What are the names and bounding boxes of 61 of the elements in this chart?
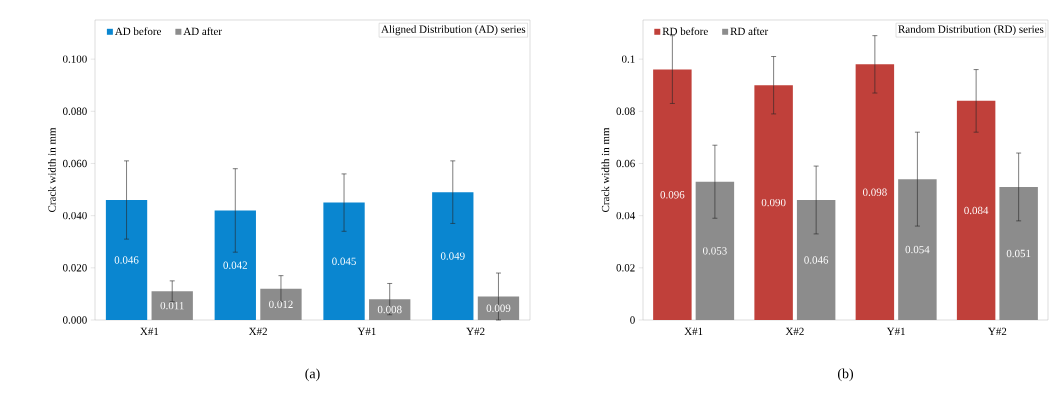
bar [754,85,793,320]
data-label: 0.054 [905,245,930,254]
annotation: Random Distribution (RD) series [898,25,1044,36]
x-tick-label: X#1 [684,327,703,336]
y-tick-label: 0.000 [62,316,87,324]
text: (b) [837,368,854,382]
data-label: 0.012 [269,300,293,309]
y-tick-label: 0 [630,316,635,324]
data-label: 0.098 [862,188,887,196]
y-tick-label: 0.06 [616,159,635,168]
y-tick-label: 0.04 [616,211,636,220]
y-tick-label: 0.060 [62,159,87,168]
y-tick-label: 0.080 [62,107,87,116]
y-axis-title: Crack width in mm [601,127,610,213]
x-tick-label: X#2 [785,327,804,336]
legend-label: AD before [114,27,162,35]
x-tick-label: X#1 [140,327,159,336]
y-tick-label: 0.020 [62,264,87,272]
bar [151,291,193,320]
y-axis-title: Crack width in mm [48,127,56,212]
bar [999,186,1038,320]
bar [369,299,411,320]
data-label: 0.009 [486,304,511,312]
data-label: 0.046 [804,256,829,264]
y-tick-label: 0.02 [616,264,635,272]
bar [260,288,302,320]
y-tick-label: 0.08 [616,107,635,116]
x-tick-label: X#2 [248,327,267,336]
bar [653,69,692,320]
bar [105,200,148,320]
data-label: 0.096 [660,191,685,199]
bar [855,64,895,320]
text: (a) [305,368,320,382]
bar [214,210,256,320]
bar [695,181,735,320]
bar [323,202,365,320]
x-tick-label: Y#1 [886,327,905,336]
legend-label: RD after [730,27,769,35]
bar [956,100,996,320]
data-label: 0.051 [1006,249,1031,258]
annotation: Aligned Distribution (AD) series [381,25,526,36]
x-tick-label: Y#2 [466,327,485,336]
data-label: 0.049 [440,252,465,260]
data-label: 0.090 [761,198,786,207]
y-tick-label: 0.1 [621,55,635,63]
data-label: 0.046 [114,256,139,264]
data-label: 0.011 [160,301,184,310]
bar [796,200,836,320]
legend-label: RD before [662,27,708,35]
y-tick-label: 0.040 [62,211,87,220]
y-tick-label: 0.100 [62,55,87,63]
data-label: 0.045 [332,257,356,266]
x-tick-label: Y#2 [988,327,1007,336]
legend-label: AD after [183,27,222,35]
data-label: 0.084 [964,206,989,215]
bar [432,192,474,320]
data-label: 0.053 [702,247,727,255]
data-label: 0.008 [377,305,402,314]
data-label: 0.042 [223,261,248,269]
x-tick-label: Y#1 [357,327,376,336]
bar [898,179,937,320]
